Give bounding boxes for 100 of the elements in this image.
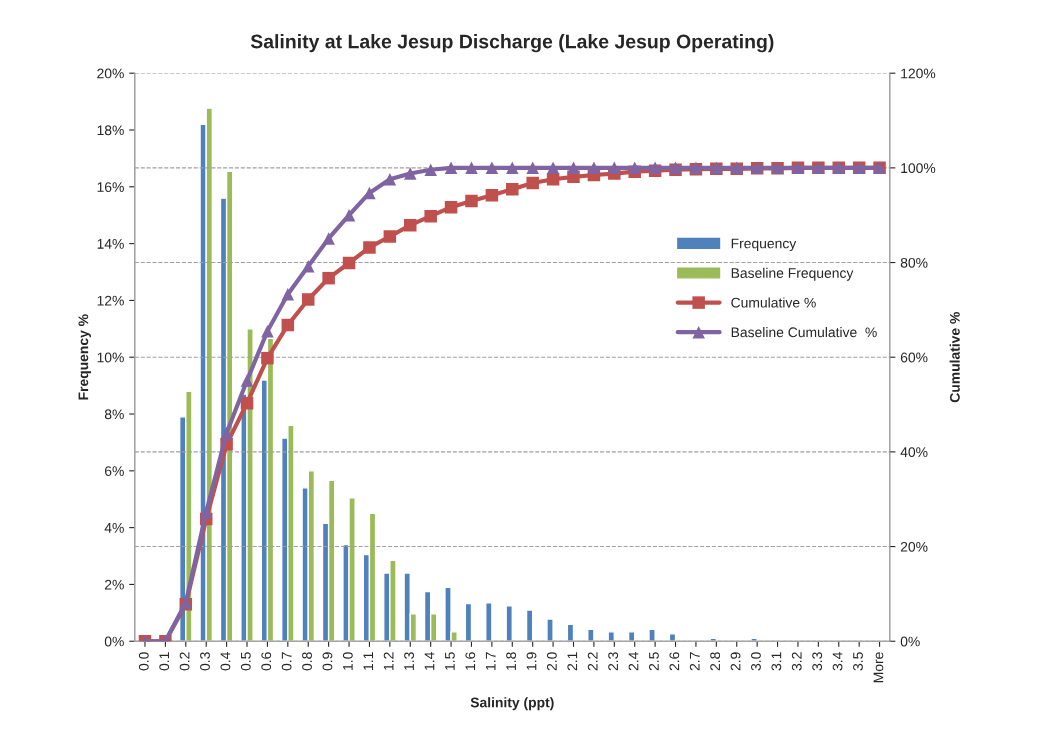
- y2-tick-label: 0%: [900, 636, 920, 647]
- x-tick-label: 0.5: [240, 652, 251, 671]
- point: [587, 161, 601, 175]
- point: [199, 505, 213, 519]
- point: [567, 161, 580, 175]
- y-tick-label: 6%: [105, 466, 124, 476]
- y-tick-label: 4%: [104, 523, 124, 533]
- point: [240, 374, 254, 387]
- point: [404, 218, 417, 232]
- chart-title: Salinity at Lake Jesup Discharge (Lake Jesup Operating): [250, 34, 774, 53]
- point: [220, 426, 233, 440]
- y2-tick-label: 20%: [900, 541, 928, 552]
- y-tick-label: 18%: [97, 125, 124, 136]
- bar: [566, 623, 575, 642]
- x-tick-label: 0.9: [322, 652, 333, 671]
- point: [546, 161, 560, 175]
- point: [363, 186, 376, 200]
- x-tick-label: 1.6: [465, 652, 476, 670]
- y2-tick-label: 80%: [900, 257, 928, 268]
- x-tick-label: 2.8: [710, 652, 721, 671]
- point: [465, 161, 478, 175]
- x-tick-label: 1.7: [485, 652, 496, 670]
- bar: [648, 628, 656, 642]
- point: [281, 288, 295, 301]
- point: [485, 161, 499, 175]
- x-tick-label: 1.4: [424, 652, 435, 670]
- x-tick-label: 2.7: [689, 652, 700, 671]
- x-tick-label: 0.2: [179, 652, 190, 671]
- x-tick-label: 0.4: [220, 652, 231, 671]
- x-tick-label: 0.3: [200, 652, 210, 671]
- point: [424, 209, 437, 223]
- bar: [525, 609, 534, 642]
- x-tick-label: 2.3: [608, 652, 619, 671]
- x-tick-label: 1.8: [506, 652, 517, 670]
- point: [404, 167, 417, 180]
- bar: [750, 637, 758, 642]
- y-tick-label: 2%: [104, 579, 124, 590]
- y2-tick-label: 100%: [901, 163, 936, 174]
- point: [363, 241, 376, 254]
- x-axis-title: Salinity (ppt): [470, 697, 554, 711]
- point: [424, 163, 437, 177]
- point: [261, 351, 274, 365]
- x-tick-label: 1.5: [445, 652, 455, 670]
- x-tick-label: 2.1: [567, 652, 578, 671]
- bar: [607, 631, 616, 642]
- x-tick-label: 0.8: [302, 652, 312, 671]
- point: [444, 161, 458, 175]
- y-axis-title: Frequency %: [78, 314, 92, 400]
- x-tick-label: 1.0: [342, 652, 353, 670]
- y-tick-label: 16%: [97, 182, 124, 192]
- x-tick-label: 2.5: [649, 652, 659, 671]
- x-tick-label: 3.2: [791, 652, 802, 671]
- bar: [627, 631, 636, 642]
- y-tick-label: 10%: [97, 352, 124, 363]
- point: [342, 208, 356, 222]
- point: [506, 182, 519, 196]
- bar: [505, 605, 513, 642]
- x-tick-label: 2.6: [669, 652, 680, 671]
- x-tick-label: 1.2: [383, 652, 394, 670]
- bar: [546, 618, 554, 642]
- point: [281, 318, 295, 332]
- legend-label: Baseline Cumulative %: [731, 327, 877, 338]
- point: [465, 194, 478, 208]
- point: [506, 161, 519, 175]
- x-tick-label: 3.0: [751, 652, 761, 671]
- x-tick-label: 2.2: [587, 652, 598, 671]
- bar: [464, 602, 473, 642]
- point: [342, 256, 356, 270]
- point: [608, 161, 621, 175]
- point: [301, 260, 315, 273]
- x-tick-label: 1.3: [404, 652, 414, 670]
- y2-tick-label: 120%: [901, 68, 936, 79]
- x-tick-label: 0.6: [261, 652, 272, 671]
- x-tick-label: 0.7: [281, 652, 292, 671]
- x-tick-label: 3.1: [771, 652, 782, 671]
- x-tick-label: 3.3: [812, 652, 823, 671]
- x-tick-label: 1.1: [363, 652, 374, 670]
- y-tick-label: 14%: [97, 239, 124, 249]
- x-tick-label: 2.9: [730, 652, 741, 671]
- x-tick-label: 0.1: [159, 652, 170, 671]
- y-tick-label: 12%: [97, 295, 124, 306]
- point: [240, 396, 254, 410]
- bar: [587, 628, 595, 642]
- x-tick-label: 3.4: [832, 652, 843, 671]
- point: [628, 161, 641, 175]
- point: [485, 189, 499, 202]
- point: [301, 293, 315, 306]
- legend-label: Baseline Frequency: [731, 267, 854, 281]
- y-tick-label: 0%: [104, 636, 124, 647]
- x-tick-label: 1.9: [526, 652, 537, 670]
- x-tick-label: 2.0: [546, 652, 557, 671]
- x-tick-label: 2.4: [628, 652, 639, 671]
- bar: [668, 633, 677, 642]
- x-tick-label: 0.0: [138, 652, 149, 671]
- point: [322, 232, 335, 245]
- point: [444, 200, 458, 214]
- y-tick-label: 20%: [97, 68, 124, 79]
- legend-label: Frequency: [731, 238, 797, 252]
- y2-axis-title: Cumulative %: [949, 312, 960, 403]
- x-tick-label: 3.5: [853, 652, 863, 671]
